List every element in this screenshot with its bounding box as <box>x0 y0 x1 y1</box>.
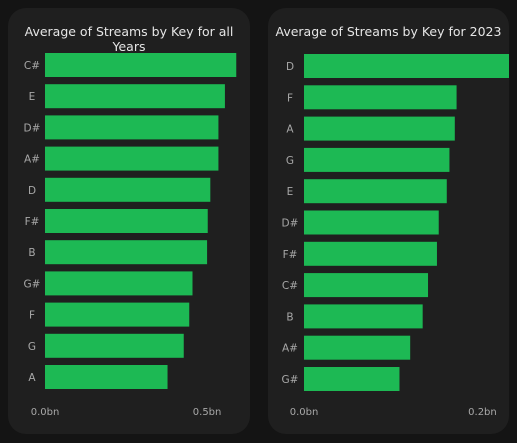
bar-f[interactable] <box>304 85 457 110</box>
category-label: G <box>28 341 36 353</box>
category-label: F# <box>283 249 298 261</box>
category-label: F# <box>25 216 40 228</box>
bar-f-sharp[interactable] <box>45 209 208 233</box>
bar-d[interactable] <box>45 177 211 202</box>
category-label: A# <box>282 343 298 355</box>
bar-b[interactable] <box>45 240 208 265</box>
bar-e[interactable] <box>45 84 225 109</box>
bar-a-sharp[interactable] <box>304 335 411 360</box>
bar-g[interactable] <box>45 333 184 358</box>
bar-a[interactable] <box>304 116 455 141</box>
category-label: D# <box>24 122 41 134</box>
bar-g-sharp[interactable] <box>45 271 193 296</box>
category-label: E <box>29 91 36 103</box>
bar-c-sharp[interactable] <box>45 53 237 77</box>
bar-d-sharp[interactable] <box>45 115 219 140</box>
category-label: G <box>286 155 294 167</box>
category-label: G# <box>24 278 41 290</box>
x-tick-label: 0.0bn <box>290 407 319 418</box>
category-label: E <box>287 186 294 198</box>
x-tick-label: 0.0bn <box>31 407 60 418</box>
category-label: A <box>28 372 36 384</box>
category-label: F <box>29 310 35 322</box>
bar-g[interactable] <box>304 147 450 172</box>
category-label: F <box>287 92 293 104</box>
category-label: G# <box>282 374 299 386</box>
chart-card-2023: Average of Streams by Key for 2023 D F A G E… <box>268 8 509 434</box>
category-label: C# <box>24 60 40 72</box>
bar-f[interactable] <box>45 302 190 327</box>
category-label: D# <box>282 218 299 230</box>
x-tick-label: 0.5bn <box>193 407 222 418</box>
bar-e[interactable] <box>304 179 447 204</box>
bar-f-sharp[interactable] <box>304 241 437 266</box>
bar-chart-2023: D F A G E D# F# C# B A# G# 0.0bn 0.2bn <box>282 54 509 418</box>
bar-g-sharp[interactable] <box>304 367 400 391</box>
bar-a-sharp[interactable] <box>45 146 219 171</box>
category-label: A# <box>24 154 40 166</box>
category-label: C# <box>282 280 298 292</box>
bar-a[interactable] <box>45 365 168 389</box>
category-label: A <box>286 124 294 136</box>
bar-c-sharp[interactable] <box>304 273 429 298</box>
bar-chart-all-years: C# E D# A# D F# B G# F G A 0.0bn 0.5bn <box>24 53 237 418</box>
category-label: D <box>28 185 36 197</box>
bar-d[interactable] <box>304 54 509 78</box>
chart-card-all-years: Average of Streams by Key for all Years … <box>8 8 250 434</box>
chart-title: Average of Streams by Key for 2023 <box>275 24 502 39</box>
category-label: D <box>286 61 294 73</box>
chart-title: Average of Streams by Key for all Years <box>24 24 234 54</box>
category-label: B <box>28 247 35 259</box>
x-tick-label: 0.2bn <box>468 407 497 418</box>
bar-b[interactable] <box>304 304 423 329</box>
category-label: B <box>286 311 293 323</box>
bar-d-sharp[interactable] <box>304 210 439 235</box>
